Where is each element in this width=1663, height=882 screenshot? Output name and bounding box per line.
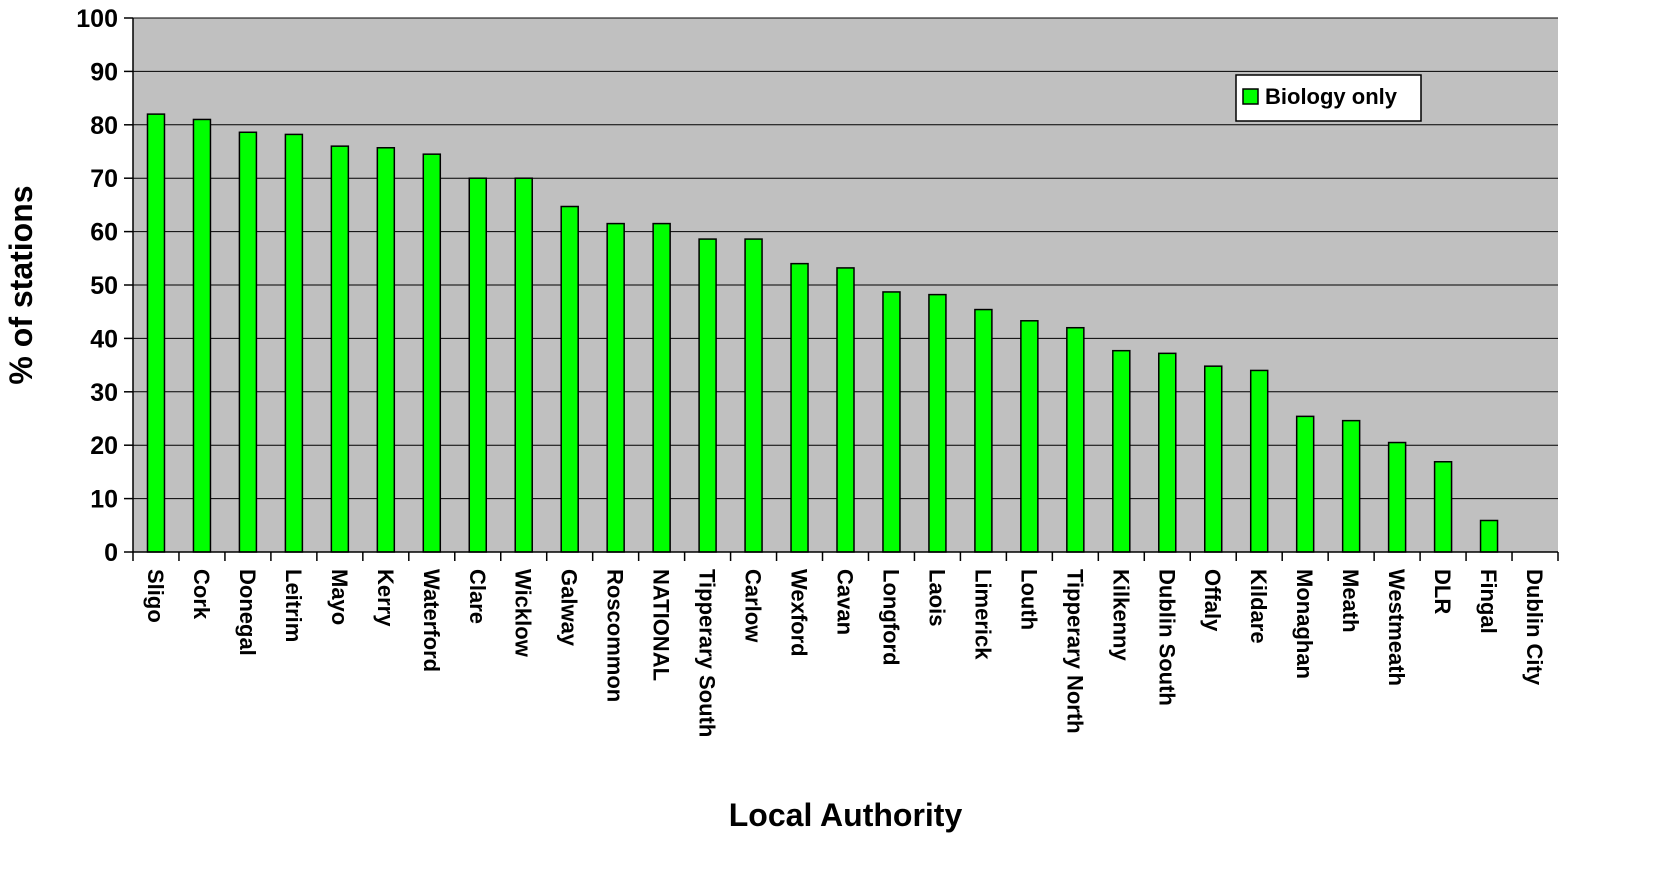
bar [422,153,442,553]
bar [744,238,763,553]
x-tick-label: Sligo [143,569,168,623]
bar [192,118,212,553]
y-tick-label: 0 [104,539,118,567]
x-tick-label: Kildare [1246,569,1271,644]
bar [376,147,396,553]
y-tick-label: 10 [90,486,118,514]
x-axis-title: Local Authority [729,797,963,833]
x-tick-label: Wicklow [511,569,536,658]
x-tick-label: Dublin South [1154,569,1179,706]
bar [1066,326,1085,553]
y-tick-label: 40 [90,325,118,353]
bar [836,267,855,553]
x-tick-label: Fingal [1476,569,1501,634]
x-tick-label: Westmeath [1384,569,1409,686]
bar [698,238,717,553]
bar [652,222,671,553]
x-tick-label: Limerick [970,569,995,660]
x-tick-label: Longford [878,569,903,666]
x-tick-label: Wexford [787,569,812,657]
bar [1203,365,1223,553]
x-tick-label: Galway [557,569,582,647]
bars [146,113,1499,553]
x-tick-label: Mayo [327,569,352,625]
legend-swatch [1242,88,1259,105]
bar [514,177,533,553]
x-tick-label: NATIONAL [649,569,674,681]
x-tick-label: Louth [1016,569,1041,630]
bar [1249,369,1269,553]
x-tick-label: Donegal [235,569,260,656]
bar [1020,320,1039,553]
bar [1295,415,1315,553]
y-tick-label: 80 [90,112,118,140]
legend-box [1235,74,1422,122]
bar [1341,419,1361,553]
x-tick-label: Kilkenny [1108,569,1133,661]
bar [1433,461,1453,553]
y-tick-labels: 0 10 20 30 40 50 60 70 80 90 100 [76,5,118,567]
x-tick-label: Meath [1338,569,1363,633]
bar [330,145,350,553]
bar [606,222,625,553]
x-tick-label: Leitrim [281,569,306,642]
bar [1387,441,1407,553]
bar [238,131,258,553]
x-tick-labels: Sligo Cork Donegal Leitrim Mayo Kerry Waterfor… [143,569,1547,737]
y-tick-label: 50 [90,272,118,300]
x-tick-label: Monaghan [1292,569,1317,679]
x-tick-label: Tipperary North [1062,569,1087,734]
bar [1479,519,1499,553]
x-tick-label: Laois [924,569,949,626]
x-tick-label: Cork [189,569,214,620]
y-tick-label: 20 [90,432,118,460]
x-tick-label: Offaly [1200,569,1225,632]
y-tick-label: 90 [90,58,118,86]
bar [284,133,304,553]
x-tick-label: Cavan [833,569,858,635]
bar [560,205,579,553]
legend: Biology only [1235,74,1422,122]
y-axis-title: % of stations [3,185,39,384]
x-tick-label: Clare [465,569,490,624]
x-tick-label: Waterford [419,569,444,672]
x-tick-label: DLR [1430,569,1455,614]
bar [1158,352,1177,553]
bar [468,177,488,553]
y-tick-label: 60 [90,219,118,247]
y-tick-label: 100 [76,5,118,33]
x-tick-label: Carlow [741,569,766,643]
bar [1112,349,1131,553]
x-tick-label: Tipperary South [695,569,720,737]
bar [790,262,809,553]
bar [974,308,993,553]
y-tick-label: 30 [90,379,118,407]
bar [146,113,166,553]
axes [124,17,1559,561]
y-tick-label: 70 [90,165,118,193]
legend-label: Biology only [1265,84,1398,109]
x-tick-label: Dublin City [1522,569,1547,686]
bar [882,291,901,553]
bar [928,293,947,553]
x-tick-label: Roscommon [603,569,628,702]
x-tick-label: Kerry [373,569,398,627]
